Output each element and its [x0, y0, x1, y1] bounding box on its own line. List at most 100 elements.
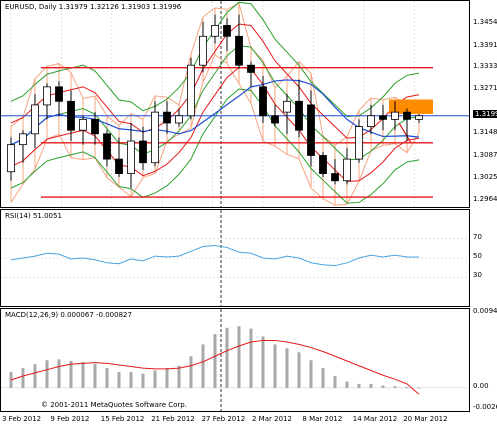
rsi-line [10, 245, 419, 267]
macd-histogram-bar [261, 336, 265, 388]
macd-histogram-bar [177, 365, 181, 388]
candle-body [403, 111, 411, 120]
candle-body [307, 104, 315, 156]
price-tick-label: 1.31485 [473, 128, 497, 137]
price-tick-label: 1.30870 [473, 150, 497, 159]
macd-histogram-bar [285, 348, 289, 388]
macd-histogram-bar [189, 356, 193, 388]
cloud-span-a [10, 2, 420, 146]
price-tick-label: 1.34545 [473, 17, 497, 26]
price-tick-label: 1.32710 [473, 84, 497, 93]
macd-title: MACD(12,26,9) 0.000067 -0.000827 [5, 311, 132, 319]
rsi-tick-label: 50 [473, 252, 482, 260]
envelope-upper [10, 23, 420, 139]
macd-histogram-bar [105, 368, 109, 388]
price-tick-label: 1.33330 [473, 61, 497, 70]
macd-histogram-bar [69, 361, 73, 388]
macd-histogram-bar [333, 376, 337, 388]
date-tick-label: 15 Feb 2012 [100, 415, 145, 423]
date-axis: 3 Feb 2012 9 Feb 2012 15 Feb 2012 21 Feb 20… [0, 412, 470, 426]
macd-histogram-bar [165, 368, 169, 388]
date-tick-label: 21 Feb 2012 [151, 415, 195, 423]
ohlc-label: 1.31979 1.32126 1.31903 1.31996 [58, 3, 182, 11]
candle-body [343, 158, 351, 182]
candle-body [355, 126, 363, 160]
bollinger-lower [10, 88, 420, 204]
candle-body [319, 155, 327, 174]
rsi-axis: 70 50 30 [470, 209, 497, 307]
candle-body [127, 140, 135, 174]
macd-histogram-bar [381, 385, 385, 388]
macd-histogram-bar [369, 383, 373, 388]
candle-body [211, 25, 219, 37]
target-zone-box [389, 99, 433, 114]
macd-histogram-bar [141, 373, 145, 388]
candle-body [223, 25, 231, 37]
macd-histogram-bar [33, 364, 37, 388]
macd-histogram-bar [249, 328, 253, 388]
macd-tick-label: -0.00267 [473, 403, 497, 411]
date-tick-label: 2 Mar 2012 [252, 415, 292, 423]
envelope-lower [10, 66, 420, 183]
rsi-title: RSI(14) 51.0051 [5, 212, 62, 220]
macd-histogram-bar [357, 383, 361, 388]
macd-histogram-bar [273, 344, 277, 388]
candle-body [139, 140, 147, 164]
price-axis: 1.34545 1.33915 1.33330 1.32710 1.31996 1.314… [470, 0, 497, 208]
macd-histogram-bar [21, 368, 25, 388]
candle-body [151, 111, 159, 164]
candle-body [331, 173, 339, 182]
bollinger-middle [10, 45, 420, 161]
copyright-text: © 2001-2011 MetaQuotes Software Corp. [41, 401, 187, 409]
date-tick-label: 9 Feb 2012 [50, 415, 90, 423]
candle-body [379, 115, 387, 120]
date-tick-label: 27 Feb 2012 [201, 415, 246, 423]
rsi-tick-label: 70 [473, 232, 482, 241]
macd-panel[interactable]: MACD(12,26,9) 0.000067 -0.000827 © 2001-… [0, 308, 470, 412]
macd-histogram-bar [81, 361, 85, 388]
candle-body [67, 100, 75, 131]
candle-body [271, 115, 279, 124]
price-tick-label: 1.33915 [473, 40, 497, 49]
macd-histogram-bar [345, 381, 349, 388]
date-tick-label: 3 Feb 2012 [2, 415, 42, 423]
price-tick-label: 1.29640 [473, 195, 497, 203]
macd-histogram-bar [153, 370, 157, 388]
moving-average [10, 79, 420, 146]
price-chart-panel[interactable]: EURUSD, Daily 1.31979 1.32126 1.31903 1.… [0, 0, 470, 208]
chart-title: EURUSD, Daily 1.31979 1.32126 1.31903 1.… [5, 3, 181, 11]
macd-signal-line [10, 339, 420, 395]
macd-histogram-bar [225, 327, 229, 388]
candle-body [163, 111, 171, 124]
price-tick-label: 1.30255 [473, 172, 497, 181]
candle-body [19, 133, 27, 146]
candle-body [175, 115, 183, 124]
macd-svg [1, 309, 469, 411]
macd-axis: 0.00947 0.00 -0.00267 [470, 307, 497, 412]
price-chart-svg [1, 1, 469, 207]
date-tick-label: 20 Mar 2012 [403, 415, 448, 423]
date-tick-label: 14 Mar 2012 [352, 415, 398, 423]
macd-histogram-bar [309, 360, 313, 388]
macd-histogram-bar [45, 360, 49, 388]
macd-histogram-bar [297, 352, 301, 388]
date-tick-label: 8 Mar 2012 [302, 415, 343, 423]
candle-body [235, 35, 243, 66]
candle-body [415, 115, 423, 120]
candle-body [55, 86, 63, 102]
candle-body [7, 144, 15, 173]
candle-body [259, 86, 267, 117]
rsi-panel[interactable]: RSI(14) 51.0051 [0, 209, 470, 307]
candle-body [247, 64, 255, 73]
macd-histogram-bar [417, 387, 421, 389]
price-tick-label: 1.31996 [473, 109, 497, 118]
macd-histogram-bar [117, 372, 121, 388]
candle-body [43, 86, 51, 106]
macd-histogram-bar [93, 364, 97, 388]
candle-body [31, 104, 39, 135]
macd-histogram-bar [405, 387, 409, 389]
candle-body [391, 111, 399, 120]
rsi-svg [1, 210, 469, 306]
rsi-tick-label: 30 [473, 271, 482, 280]
candle-body [115, 158, 123, 174]
